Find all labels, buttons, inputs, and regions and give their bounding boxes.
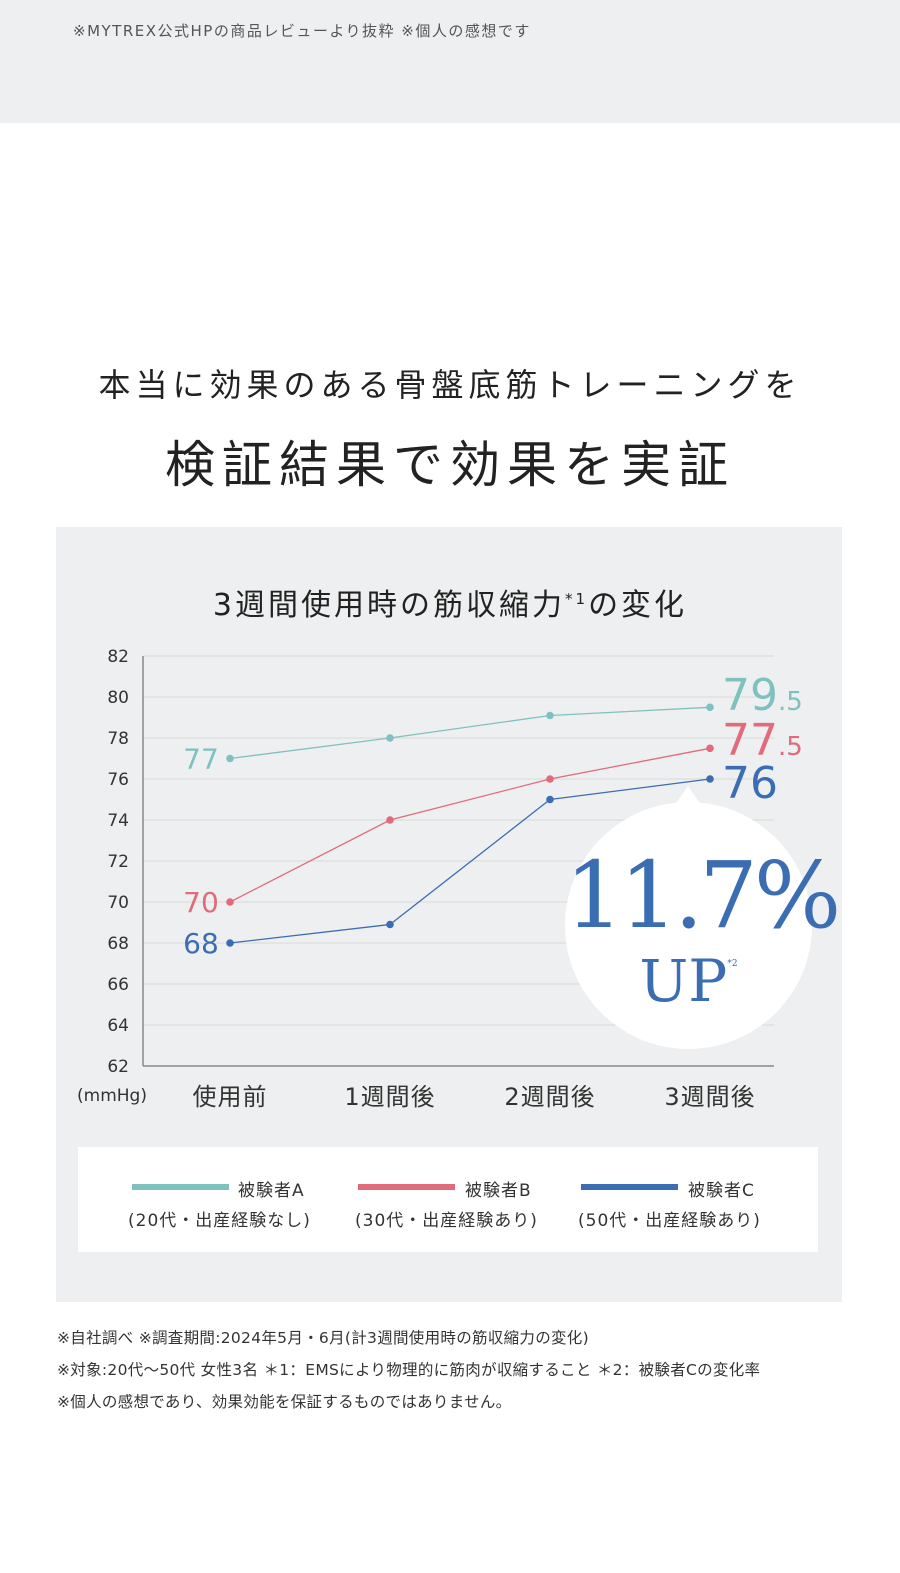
- y-tick-label: 72: [107, 852, 129, 872]
- data-point: [706, 744, 714, 753]
- legend-name-c: 被験者C: [688, 1181, 755, 1201]
- callout-bubble: [565, 802, 812, 1049]
- end-value-label: 77.5: [722, 715, 803, 766]
- end-value-label: 79.5: [722, 670, 803, 721]
- data-point: [226, 754, 234, 763]
- y-tick-label: 76: [107, 770, 129, 790]
- end-value-main: 79: [722, 670, 778, 721]
- data-point: [226, 939, 234, 947]
- top-band: [0, 0, 900, 123]
- chart-title-footnote-mark: *1: [565, 590, 589, 608]
- y-tick-label: 80: [107, 688, 129, 708]
- callout-up: UP*2: [565, 952, 812, 1010]
- end-value-main: 76: [722, 758, 778, 809]
- callout-note: *2: [727, 959, 738, 969]
- start-value-label: 68: [183, 927, 219, 960]
- chart-title-main: 3週間使用時の筋収縮力: [212, 588, 566, 623]
- review-note: ※MYTREX公式HPの商品レビューより抜粋 ※個人の感想です: [73, 22, 531, 40]
- legend-group-c: (50代・出産経験あり): [578, 1211, 761, 1231]
- y-tick-label: 68: [107, 934, 129, 954]
- data-point: [706, 775, 714, 783]
- callout-up-label: UP: [639, 947, 728, 1015]
- data-point: [706, 703, 714, 712]
- legend-name-a: 被験者A: [238, 1181, 305, 1201]
- x-tick-label: 3週間後: [664, 1083, 755, 1111]
- series-line: [229, 747, 711, 903]
- x-tick-label: 使用前: [193, 1083, 268, 1111]
- y-tick-label: 64: [107, 1016, 129, 1036]
- y-tick-label: 70: [107, 893, 129, 913]
- footnote-2: ※対象:20代〜50代 女性3名 ＊1：EMSにより物理的に筋肉が収縮すること …: [57, 1361, 761, 1379]
- heading-line2: 検証結果で効果を実証: [165, 436, 735, 494]
- y-tick-label: 74: [107, 811, 129, 831]
- y-tick-label: 82: [107, 647, 129, 667]
- data-point: [546, 795, 554, 804]
- footnote-3: ※個人の感想であり、効果効能を保証するものではありません。: [57, 1393, 512, 1411]
- x-tick-label: 1週間後: [344, 1083, 435, 1111]
- series-line: [229, 778, 711, 944]
- heading-line1: 本当に効果のある骨盤底筋トレーニングを: [98, 366, 802, 404]
- data-point: [546, 711, 554, 720]
- data-point: [546, 775, 554, 783]
- footnote-1: ※自社調べ ※調査期間:2024年5月・6月(計3週間使用時の筋収縮力の変化): [57, 1329, 589, 1347]
- end-value-decimal: .5: [778, 687, 803, 717]
- y-tick-label: 62: [107, 1057, 129, 1077]
- data-point: [386, 734, 394, 742]
- end-value-decimal: .5: [778, 732, 803, 762]
- callout-percent: 11.7%: [565, 842, 841, 949]
- data-point: [386, 920, 394, 929]
- data-point: [386, 816, 394, 824]
- chart-title: 3週間使用時の筋収縮力*1の変化: [0, 580, 900, 624]
- legend-swatch-a: [132, 1184, 229, 1190]
- series-line: [229, 706, 711, 760]
- end-value-main: 77: [722, 715, 778, 766]
- y-tick-label: 78: [107, 729, 129, 749]
- legend-group-a: (20代・出産経験なし): [128, 1211, 311, 1231]
- x-tick-label: 2週間後: [504, 1083, 595, 1111]
- legend-swatch-c: [581, 1184, 678, 1190]
- data-point: [226, 898, 234, 906]
- legend-name-b: 被験者B: [465, 1181, 532, 1201]
- legend-group-b: (30代・出産経験あり): [355, 1211, 538, 1231]
- y-tick-label: 66: [107, 975, 129, 995]
- chart-title-suffix: の変化: [588, 588, 688, 623]
- legend-swatch-b: [358, 1184, 455, 1190]
- y-axis-unit: (mmHg): [77, 1086, 147, 1106]
- start-value-label: 77: [183, 743, 219, 776]
- end-value-label: 76: [722, 758, 778, 809]
- legend: 被験者A (20代・出産経験なし) 被験者B (30代・出産経験あり) 被験者C…: [78, 1147, 818, 1252]
- start-value-label: 70: [183, 886, 219, 919]
